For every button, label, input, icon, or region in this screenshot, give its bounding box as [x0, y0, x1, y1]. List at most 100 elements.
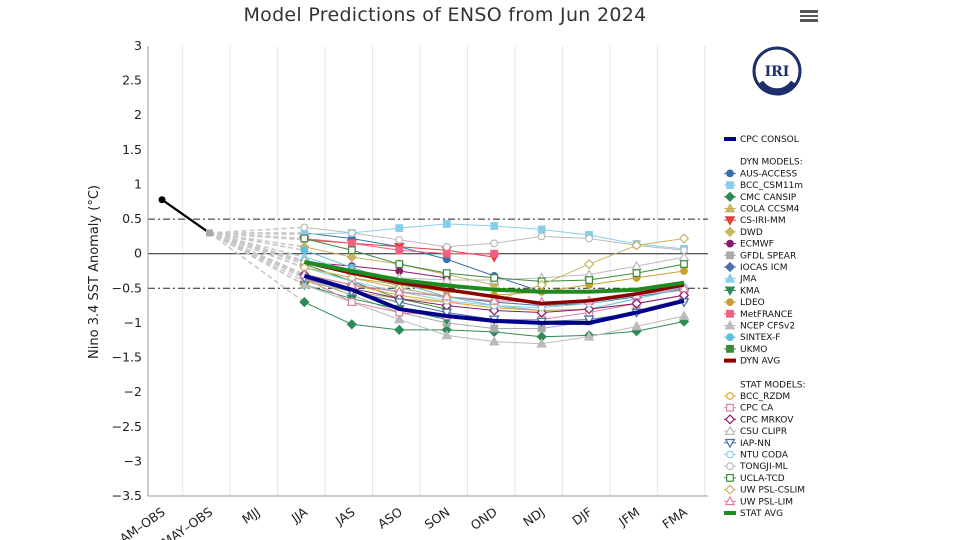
point-cpc-mrkov: [631, 298, 642, 309]
legend-label: BCC_CSM11m: [740, 181, 803, 191]
legend-item-cpc-mrkov: CPC MRKOV: [724, 414, 794, 425]
point-ncep-cfsv2: [536, 338, 547, 348]
y-tick-label: −3: [124, 453, 142, 468]
point-iap-nn: [583, 315, 595, 325]
point-bcc-csm11m: [395, 224, 404, 232]
legend-label: ECMWF: [740, 240, 774, 250]
fan-line: [209, 232, 305, 252]
fan-line: [209, 226, 305, 234]
legend-label: IOCAS ICM: [740, 263, 787, 273]
legend-marker: [726, 169, 734, 178]
point-ucla-tcd: [680, 260, 688, 268]
fan-line: [209, 232, 305, 263]
x-tick-label: MJJ: [239, 504, 262, 527]
legend-marker: [724, 226, 736, 238]
legend-label: DYN AVG: [740, 357, 780, 367]
grid-layer: [148, 46, 708, 496]
point-ucla-tcd: [347, 246, 356, 255]
legend-marker: [726, 474, 734, 482]
legend-marker: [724, 319, 736, 330]
iri-logo: IRI: [752, 46, 802, 96]
point-tongji-ml: [347, 229, 356, 237]
legend-item-iocas-icm: IOCAS ICM: [724, 261, 787, 273]
legend-label: UW PSL-LIM: [740, 497, 793, 507]
point-tongji-ml: [442, 242, 451, 251]
point-cpc-ca: [347, 298, 356, 307]
legend-label: MetFRANCE: [740, 310, 793, 320]
legend-marker: [726, 450, 734, 459]
legend-item-uw-psl-lim: UW PSL-LIM: [724, 495, 793, 507]
point-csu-clipr: [441, 274, 453, 284]
legend-label: GFDL SPEAR: [740, 251, 796, 261]
x-tick-label: SON: [422, 504, 453, 532]
point-uw-psl-lim: [441, 291, 453, 301]
point-ucla-tcd: [300, 234, 309, 243]
legend-item-bcc-csm11m: BCC_CSM11m: [724, 181, 803, 191]
y-tick-label: −1: [124, 315, 142, 330]
y-tick-label: 2: [134, 107, 142, 122]
point-cmc-cansip: [346, 319, 357, 330]
legend-marker: [724, 261, 736, 273]
fan-line: [209, 232, 305, 279]
point-dwd: [346, 252, 357, 263]
y-tick-label: −2.5: [112, 419, 142, 434]
point-ncep-cfsv2: [631, 320, 642, 331]
legend-marker: [724, 495, 736, 506]
point-gfdl-spear: [490, 324, 499, 333]
menu-icon[interactable]: [800, 8, 818, 24]
point-metfrance: [347, 239, 356, 248]
legend-item-cpc-consol: CPC CONSOL: [724, 135, 799, 145]
point-ucla-tcd: [490, 274, 499, 282]
chart-title: Model Predictions of ENSO from Jun 2024: [243, 4, 647, 26]
legend-item-csu-clipr: CSU CLIPR: [724, 425, 787, 437]
point-sintex-f: [300, 246, 309, 255]
legend-label: UCLA-TCD: [740, 474, 785, 484]
legend-marker: [726, 298, 734, 307]
legend-label: CMC CANSIP: [740, 193, 797, 203]
legend-dyn-header: DYN MODELS:: [740, 158, 803, 168]
legend-marker: [724, 286, 736, 296]
legend-marker: [724, 202, 736, 213]
legend-marker: [726, 392, 734, 400]
point-uw-psl-cslim: [583, 258, 595, 270]
model-start-point: [205, 229, 213, 237]
point-uw-psl-lim: [488, 295, 500, 305]
series-line-stat-avg: [304, 260, 685, 294]
legend-marker: [726, 333, 734, 342]
y-axis-label: Nino 3.4 SST Anomaly (°C): [87, 185, 102, 359]
legend-label: KMA: [740, 286, 761, 296]
legend-item-ukmo: UKMO: [724, 345, 767, 355]
legend-item-iap-nn: IAP-NN: [724, 439, 771, 449]
y-tick-label: −3.5: [112, 488, 142, 503]
legend-marker: [724, 438, 736, 449]
legend-label: SINTEX-F: [740, 333, 780, 343]
x-tick-label: JJA: [288, 504, 311, 526]
point-uw-psl-cslim: [631, 240, 642, 251]
legend-item-cmc-cansip: CMC CANSIP: [724, 191, 797, 203]
point-ucla-tcd: [585, 276, 594, 284]
legend-stat-header: STAT MODELS:: [740, 380, 806, 390]
point-ncep-cfsv2: [678, 310, 690, 320]
legend-label: IAP-NN: [740, 439, 771, 449]
y-tick-label: 3: [134, 38, 142, 53]
point-tongji-ml: [395, 235, 404, 244]
legend-label: TONGJI-ML: [739, 462, 788, 472]
y-tick-label: 2.5: [122, 73, 142, 88]
legend-item-aus-access: AUS-ACCESS: [724, 169, 797, 179]
x-tick-label: NDJ: [520, 504, 547, 529]
legend-item-gfdl-spear: GFDL SPEAR: [724, 251, 796, 261]
y-tick-label: −2: [124, 384, 142, 399]
point-ucla-tcd: [632, 269, 641, 277]
point-tongji-ml: [490, 239, 499, 248]
legend-item-ecmwf: ECMWF: [724, 240, 774, 250]
legend-item-dwd: DWD: [724, 226, 763, 238]
legend-label: AUS-ACCESS: [740, 169, 797, 179]
legend-marker: [724, 484, 736, 495]
logo-text: IRI: [765, 64, 790, 80]
legend-label: CSU CLIPR: [740, 427, 787, 437]
legend-item-cs-iri-mm: CS-IRI-MM: [724, 216, 786, 226]
legend-item-tongji-ml: TONGJI-ML: [724, 462, 788, 472]
legend-marker: [726, 251, 734, 260]
point-metfrance: [442, 249, 451, 258]
